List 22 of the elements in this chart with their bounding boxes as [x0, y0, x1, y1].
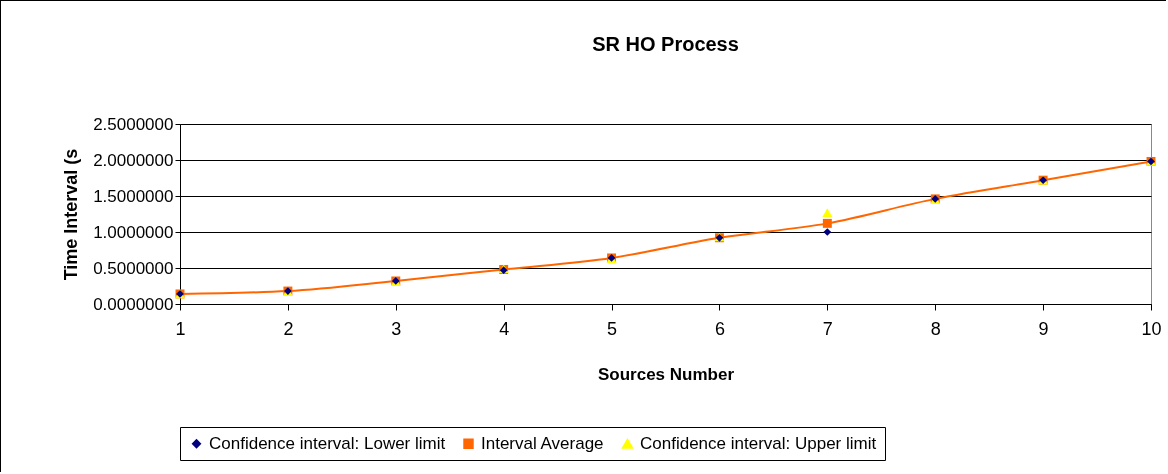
y-axis-title: Time Interval (s: [61, 148, 82, 281]
y-tick-label: 1.0000000: [93, 222, 174, 242]
x-tick-label: 8: [930, 318, 941, 339]
x-axis-title: Sources Number: [597, 364, 735, 384]
legend-label: Confidence interval: Upper limit: [640, 433, 877, 453]
y-tick-label: 0.5000000: [93, 258, 174, 278]
legend-label: Confidence interval: Lower limit: [209, 433, 446, 453]
x-tick-label: 9: [1038, 318, 1049, 339]
x-tick-label: 6: [714, 318, 725, 339]
chart-title: SR HO Process: [592, 33, 739, 55]
y-tick-label: 2.5000000: [93, 114, 174, 134]
y-tick-label: 2.0000000: [93, 150, 174, 170]
x-tick-label: 2: [283, 318, 294, 339]
legend-label: Interval Average: [481, 433, 604, 453]
y-tick-label: 1.5000000: [93, 186, 174, 206]
x-tick-label: 7: [822, 318, 833, 339]
y-tick-label: 0.0000000: [93, 294, 174, 314]
x-tick-label: 4: [499, 318, 510, 339]
x-tick-label: 10: [1141, 318, 1162, 339]
x-tick-label: 5: [607, 318, 618, 339]
x-tick-label: 3: [391, 318, 402, 339]
x-tick-label: 1: [175, 318, 186, 339]
